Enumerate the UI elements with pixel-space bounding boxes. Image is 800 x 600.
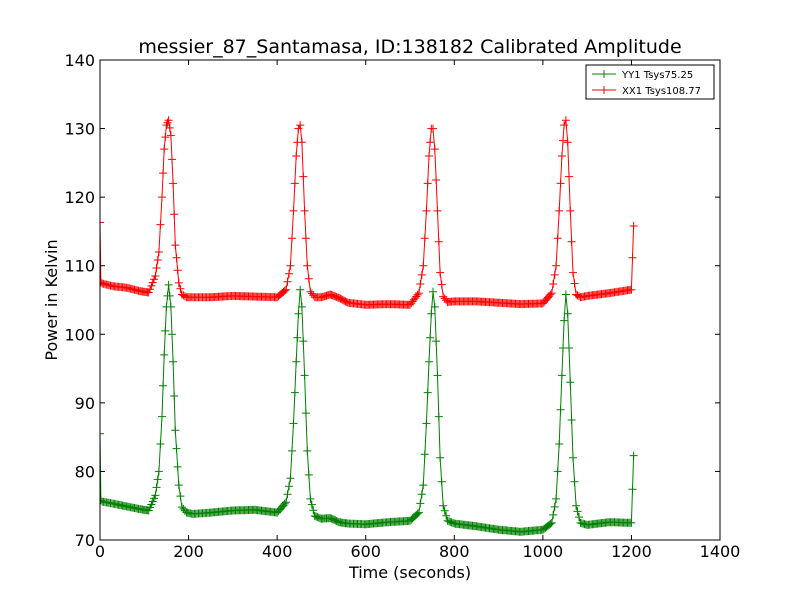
y-axis-label: Power in Kelvin xyxy=(42,239,61,360)
y-tick-label: 110 xyxy=(64,257,95,276)
x-tick-label: 0 xyxy=(95,542,105,561)
y-tick-label: 100 xyxy=(64,325,95,344)
x-tick-label: 1200 xyxy=(611,542,652,561)
x-tick-label: 800 xyxy=(439,542,470,561)
y-tick-label: 130 xyxy=(64,120,95,139)
y-tick-label: 80 xyxy=(75,462,95,481)
legend-entry-label: XX1 Tsys108.77 xyxy=(622,86,701,97)
plot-frame xyxy=(99,59,721,541)
x-tick-label: 1000 xyxy=(522,542,563,561)
x-tick-label: 1400 xyxy=(700,542,741,561)
series-line xyxy=(100,118,635,306)
legend-marker xyxy=(600,70,608,78)
legend: YY1 Tsys75.25 XX1 Tsys108.77 xyxy=(585,64,715,100)
series-0 xyxy=(100,280,638,536)
y-tick-label: 140 xyxy=(64,51,95,70)
legend-box xyxy=(585,64,715,100)
x-tick-label: 600 xyxy=(350,542,381,561)
chart-title: messier_87_Santamasa, ID:138182 Calibrat… xyxy=(138,36,681,58)
series-layer xyxy=(100,116,638,536)
y-tick-label: 90 xyxy=(75,394,95,413)
legend-marker xyxy=(600,86,608,94)
series-1 xyxy=(100,116,638,309)
x-axis-label: Time (seconds) xyxy=(348,563,471,582)
series-markers xyxy=(100,280,638,536)
x-tick-label: 200 xyxy=(173,542,204,561)
legend-entry-label: YY1 Tsys75.25 xyxy=(621,70,693,81)
series-markers xyxy=(100,116,638,309)
ticks-layer: 0 200 400 600 800 1000 1200 1400 70 80 90 100 110 120… xyxy=(64,51,740,561)
x-tick-label: 400 xyxy=(262,542,293,561)
y-tick-label: 120 xyxy=(64,188,95,207)
y-tick-label: 70 xyxy=(75,531,95,550)
